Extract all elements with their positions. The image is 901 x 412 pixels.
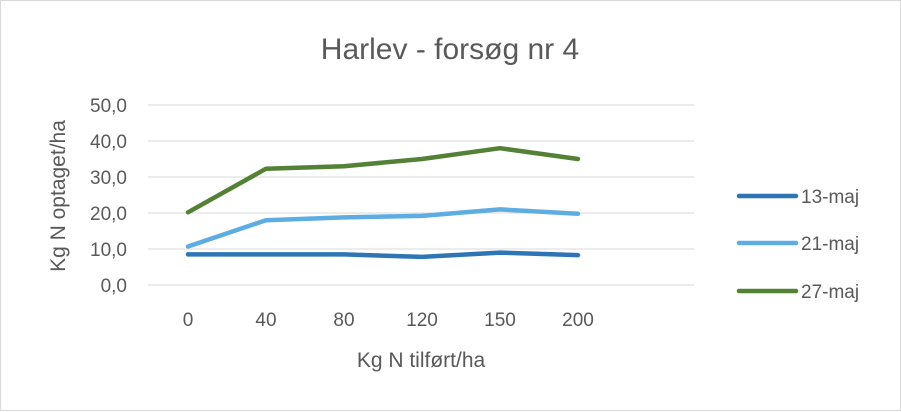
x-tick-label: 0 (183, 310, 194, 331)
legend-label: 27-maj (801, 282, 859, 303)
legend-label: 13-maj (801, 187, 859, 208)
y-axis-title: Kg N optaget/ha (47, 120, 70, 272)
legend-label: 21-maj (801, 234, 859, 255)
x-axis-title: Kg N tilført/ha (357, 349, 486, 372)
series-line-13-maj (185, 250, 581, 260)
chart-title: Harlev - forsøg nr 4 (321, 33, 579, 66)
y-axis-ticks: 0,0 10,0 20,0 30,0 40,0 50,0 (90, 96, 127, 297)
y-tick-label: 40,0 (90, 132, 127, 153)
y-tick-label: 10,0 (90, 240, 127, 261)
x-axis-ticks: 0 40 80 120 150 200 (183, 310, 594, 331)
gridlines (148, 104, 694, 286)
legend: 13-maj 21-maj 27-maj (736, 187, 859, 303)
x-tick-label: 200 (562, 310, 594, 331)
series-line-27-maj (185, 145, 581, 215)
y-tick-label: 20,0 (90, 204, 127, 225)
y-tick-label: 50,0 (90, 96, 127, 117)
series-line-21-maj (185, 207, 581, 249)
x-tick-label: 120 (406, 310, 438, 331)
x-tick-label: 40 (255, 310, 276, 331)
series-lines (185, 145, 581, 260)
y-tick-label: 0,0 (101, 276, 127, 297)
x-tick-label: 80 (333, 310, 354, 331)
x-tick-label: 150 (484, 310, 516, 331)
y-tick-label: 30,0 (90, 168, 127, 189)
